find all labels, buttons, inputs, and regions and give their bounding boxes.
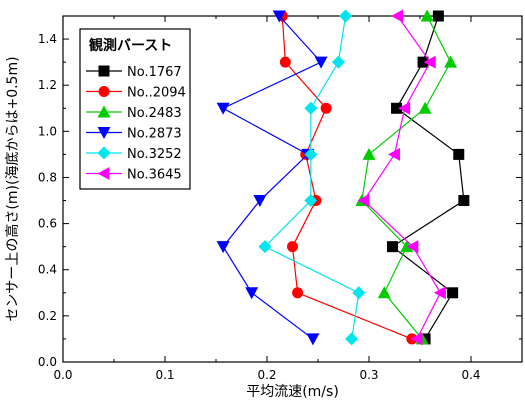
legend-marker: [97, 127, 111, 139]
series-line: [361, 15, 452, 340]
data-point: [304, 194, 318, 208]
data-point: [258, 240, 272, 254]
data-point: [432, 10, 444, 22]
data-point: [417, 56, 429, 68]
data-point: [458, 195, 470, 207]
data-point: [331, 55, 345, 69]
legend-marker: [98, 86, 110, 97]
data-point: [320, 102, 332, 114]
legend-title: 観測バースト: [89, 37, 172, 54]
series-line: [263, 15, 360, 340]
data-point: [306, 333, 320, 346]
legend-item: No.1767: [86, 65, 182, 80]
legend-label: No.1767: [127, 65, 182, 80]
legend-marker: [97, 167, 110, 180]
data-point: [400, 240, 414, 253]
x-tick-label: 0.0: [53, 368, 72, 382]
data-point: [245, 287, 259, 300]
data-point: [453, 148, 465, 160]
plot-frame-group: [62, 15, 523, 363]
data-point: [391, 9, 404, 23]
legend-item: No.2483: [86, 105, 182, 121]
data-point: [304, 147, 318, 161]
data-point: [410, 332, 423, 346]
legend-marker: [97, 105, 111, 118]
plot-frame: [62, 15, 523, 363]
data-point: [423, 55, 436, 69]
legend-label: No.3252: [127, 147, 182, 162]
y-tick-label: 0.6: [38, 217, 57, 231]
data-point: [253, 195, 267, 208]
legend-item: No..2094: [86, 86, 186, 101]
y-axis-title: センサー上の高さ(m)(海底からは+0.5m): [4, 56, 21, 321]
data-point: [418, 101, 432, 114]
legend-label: No..2094: [127, 86, 186, 101]
data-point: [287, 241, 298, 253]
y-tick-label: 1.4: [38, 32, 57, 46]
data-point: [345, 332, 359, 346]
data-point: [216, 241, 230, 254]
data-point: [362, 147, 376, 160]
x-axis: 0.0 0.1 0.2 0.3 0.4: [53, 16, 523, 382]
data-point: [279, 56, 291, 68]
x-tick-label: 0.4: [461, 368, 480, 382]
legend-marker: [98, 65, 110, 77]
data-point: [352, 286, 366, 300]
x-axis-title: 平均流速(m/s): [246, 384, 339, 400]
data-point: [388, 147, 400, 161]
legend: 観測バースト No.1767 No..2094 No.2483 No.2873 No.3…: [79, 28, 191, 190]
data-point: [398, 101, 411, 115]
data-point: [444, 55, 458, 68]
legend-marker: [97, 146, 111, 160]
series-5: [258, 9, 366, 346]
data-point: [433, 286, 446, 300]
y-tick-label: 1.0: [38, 124, 57, 138]
series-line: [391, 15, 465, 340]
x-tick-label: 0.1: [155, 368, 174, 382]
legend-item: No.2873: [86, 127, 182, 142]
x-tick-label: 0.2: [257, 368, 276, 382]
legend-item: No.3645: [86, 167, 182, 183]
legend-box: [79, 28, 191, 190]
data-point: [292, 287, 304, 299]
data-point: [357, 194, 370, 208]
data-point: [420, 9, 434, 22]
legend-label: No.3645: [127, 168, 182, 183]
data-point: [314, 56, 328, 69]
legend-item: No.3252: [86, 146, 182, 162]
data-point: [391, 102, 403, 114]
series-layer: [216, 9, 470, 346]
data-point: [216, 102, 230, 115]
data-point: [377, 286, 391, 299]
data-point: [339, 9, 353, 23]
y-tick-label: 0.2: [38, 309, 57, 323]
data-point: [406, 240, 419, 254]
legend-label: No.2483: [127, 106, 182, 121]
y-axis: 0.0 0.2 0.4 0.6 0.8 1.0 1.2 1.4: [38, 15, 522, 369]
y-tick-label: 0.4: [38, 263, 57, 277]
x-tick-label: 0.3: [359, 368, 378, 382]
legend-label: No.2873: [127, 127, 182, 142]
series-line: [363, 15, 442, 340]
data-point: [386, 241, 398, 253]
data-point: [447, 287, 459, 299]
series-6: [357, 9, 446, 346]
series-2: [276, 10, 418, 345]
data-point: [272, 10, 286, 23]
y-tick-label: 0.8: [38, 170, 57, 184]
y-tick-label: 0.0: [38, 355, 57, 369]
y-tick-label: 1.2: [38, 78, 57, 92]
series-line: [221, 15, 323, 340]
data-point: [304, 101, 318, 115]
